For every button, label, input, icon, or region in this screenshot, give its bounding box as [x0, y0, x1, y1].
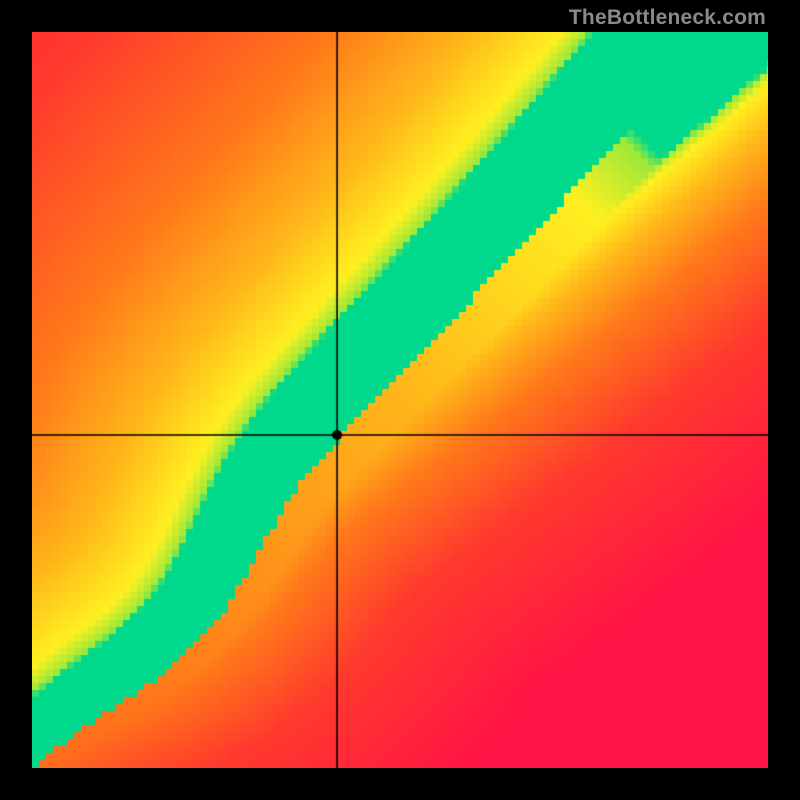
plot-area — [32, 32, 768, 768]
watermark-text: TheBottleneck.com — [569, 6, 766, 30]
heatmap-canvas — [32, 32, 768, 768]
chart-frame: TheBottleneck.com — [0, 0, 800, 800]
